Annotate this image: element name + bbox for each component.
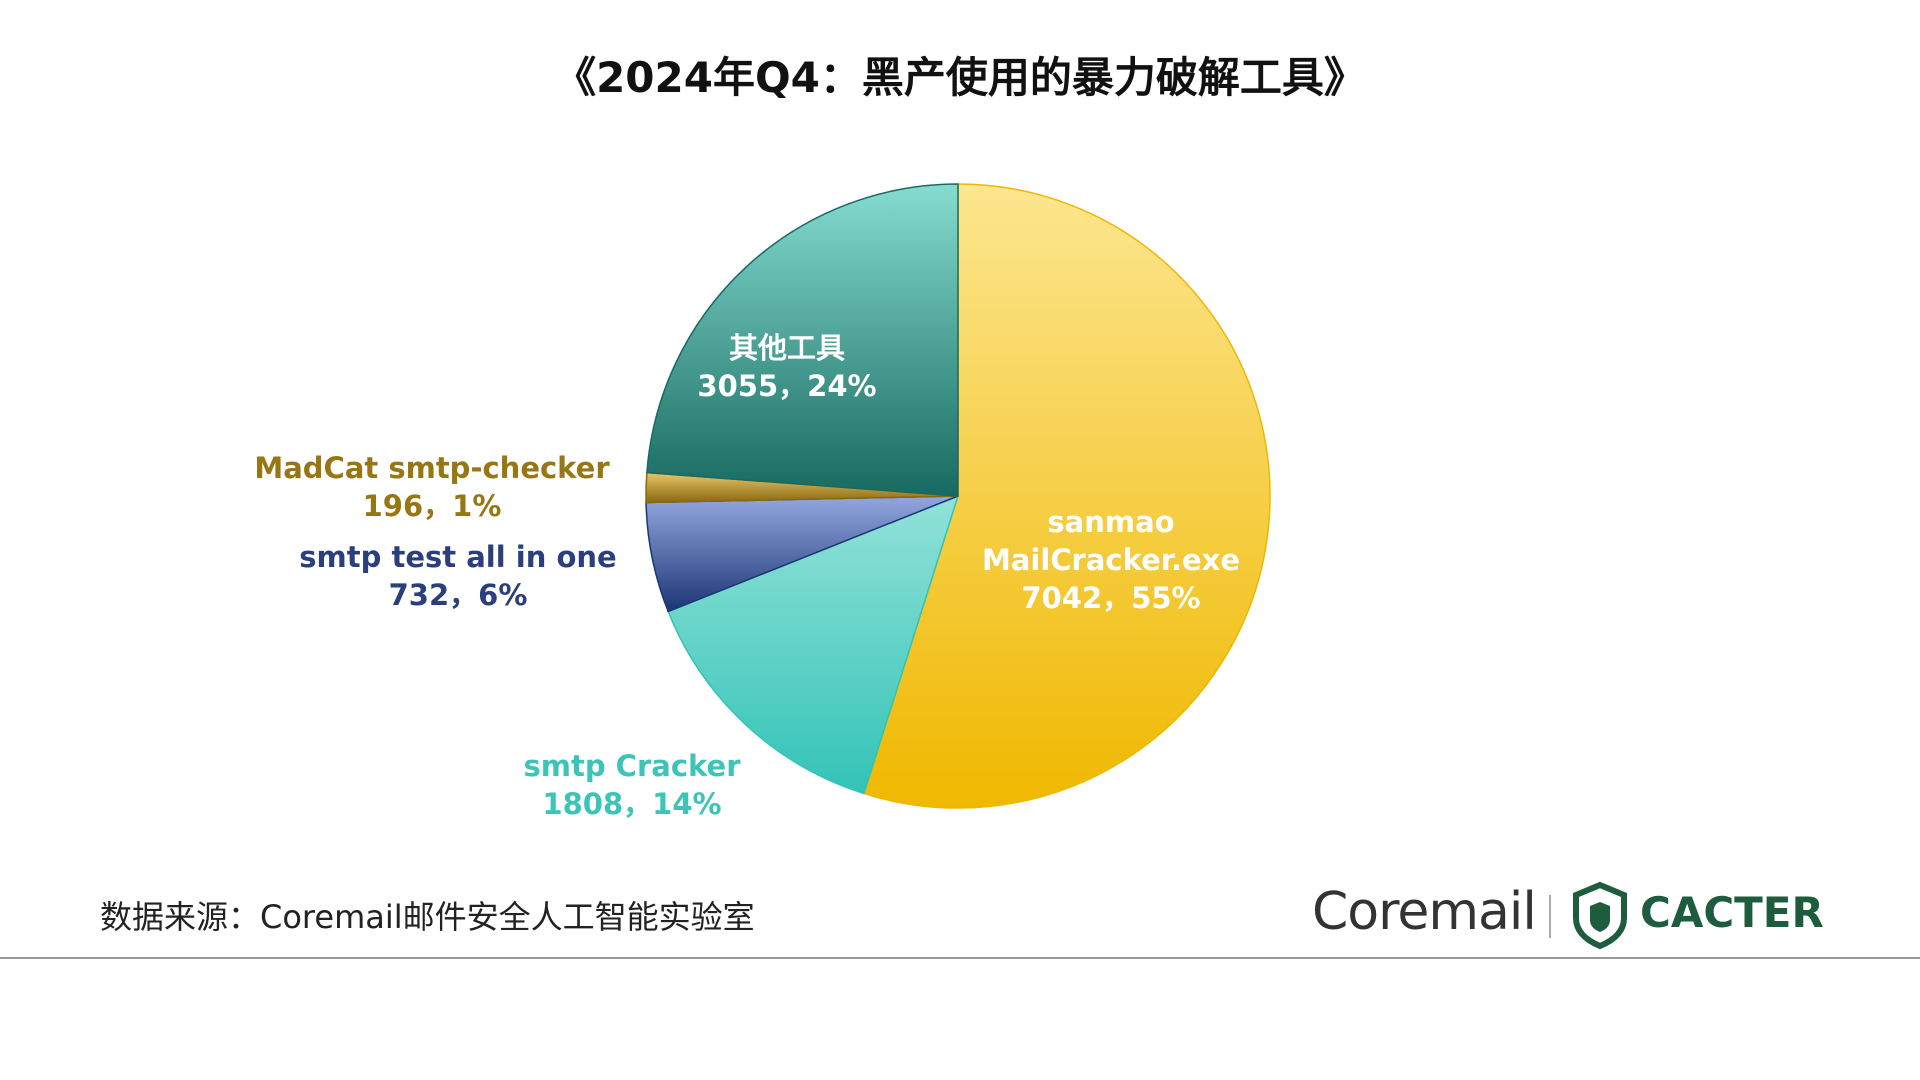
logo-shield-inner	[1590, 902, 1610, 932]
pie-slice	[862, 183, 1271, 809]
pie-slice	[646, 183, 959, 497]
slice-label: smtp test all in one 732，6%	[299, 538, 616, 614]
logo-shield	[1573, 881, 1627, 950]
value-label: 732，6%	[388, 578, 528, 612]
slice-label: smtp Cracker 1808，14%	[523, 747, 740, 823]
value-label: 7042，55%	[1021, 581, 1201, 615]
logo-text: Coremail	[1312, 882, 1537, 942]
slice-label: 其他工具 3055，24%	[697, 329, 876, 405]
logo-text: CACTER	[1640, 888, 1824, 937]
chart-title: 《2024年Q4：黑产使用的暴力破解工具》	[554, 53, 1366, 102]
value-label: 1808，14%	[542, 787, 722, 821]
category-label: smtp Cracker	[523, 749, 741, 783]
value-label: 3055，24%	[697, 369, 877, 403]
category-label: MadCat smtp-checker	[254, 451, 610, 485]
value-label: 196，1%	[362, 489, 502, 523]
slice-label: sanmao MailCracker.exe 7042，55%	[981, 503, 1241, 617]
slice-label: MadCat smtp-checker 196，1%	[254, 449, 609, 525]
source-note: 数据来源：Coremail邮件安全人工智能实验室	[100, 898, 755, 936]
pie-slice	[667, 494, 960, 795]
category-label: sanmao MailCracker.exe	[981, 505, 1241, 577]
category-label: smtp test all in one	[299, 540, 617, 574]
category-label: 其他工具	[728, 331, 846, 365]
